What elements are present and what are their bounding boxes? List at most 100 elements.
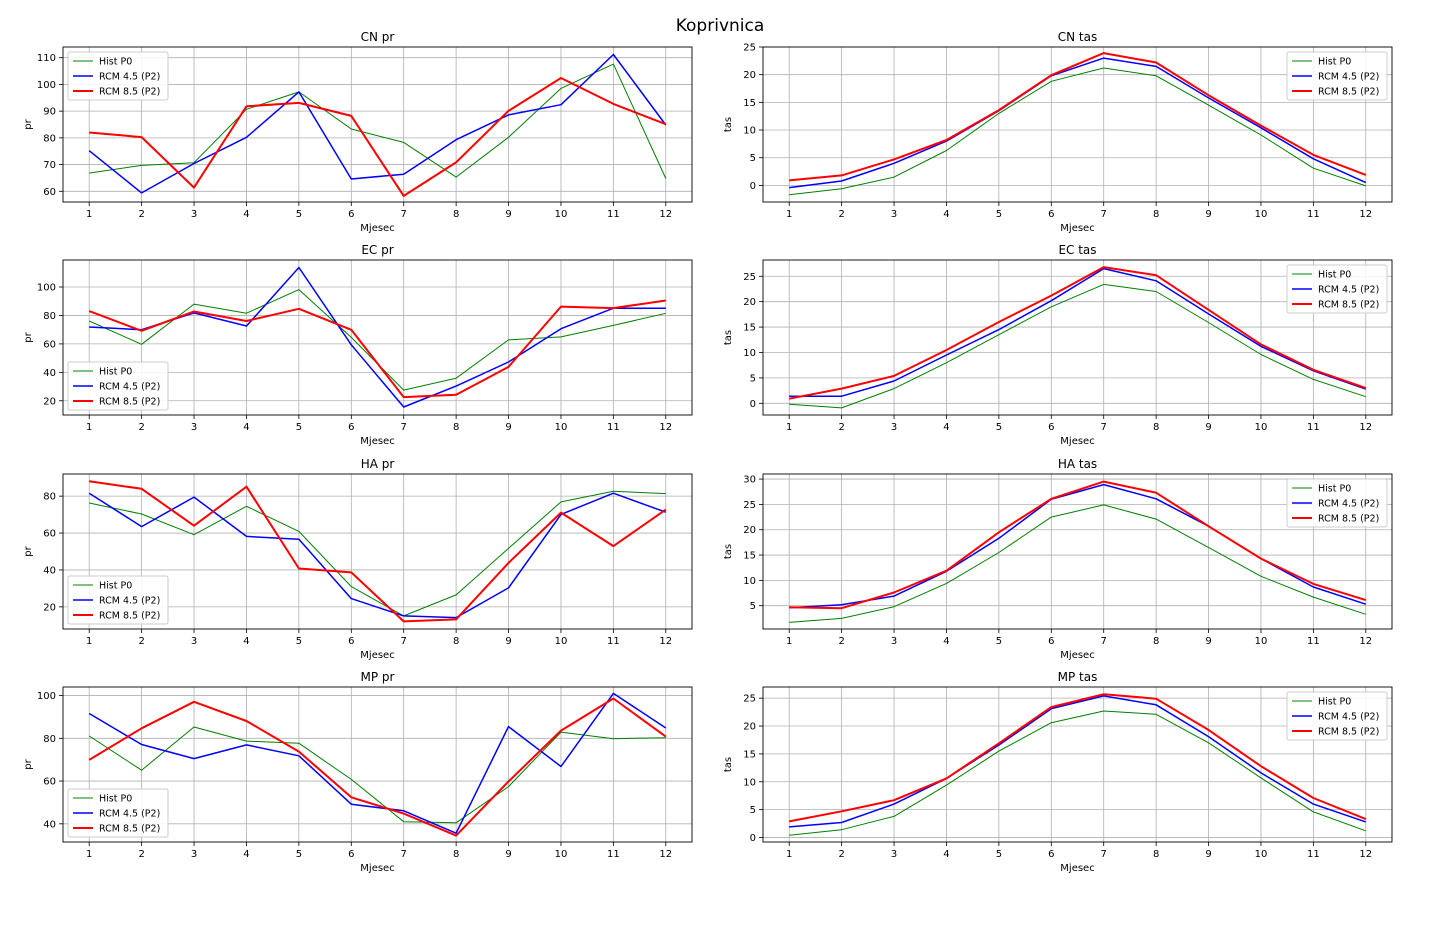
x-tick-label: 6 xyxy=(348,849,354,860)
y-tick-label: 60 xyxy=(43,339,56,350)
x-tick-label: 3 xyxy=(891,636,897,647)
series-line-hist-p0 xyxy=(89,490,666,617)
x-tick-label: 4 xyxy=(943,849,949,860)
x-axis-label: Mjesec xyxy=(360,223,394,234)
x-axis-label: Mjesec xyxy=(1060,436,1094,447)
legend: Hist P0 RCM 4.5 (P2) RCM 8.5 (P2) xyxy=(1286,478,1388,528)
y-tick-label: 15 xyxy=(743,551,756,562)
x-tick-label: 1 xyxy=(786,422,792,433)
series-line-rcm-8-5-p2 xyxy=(789,693,1367,823)
series-line-rcm-4-5-p2 xyxy=(88,692,667,834)
legend-entry: RCM 8.5 (P2) xyxy=(1318,87,1379,98)
y-tick-label: 20 xyxy=(43,602,56,613)
x-tick-label: 11 xyxy=(1307,422,1320,433)
y-tick-label: 20 xyxy=(743,722,756,733)
x-tick-label: 11 xyxy=(607,209,620,220)
x-tick-label: 1 xyxy=(86,636,92,647)
plot-frame xyxy=(762,259,1393,416)
y-tick-label: 100 xyxy=(37,283,56,294)
legend-entry: RCM 8.5 (P2) xyxy=(99,87,160,98)
series-line-hist-p0 xyxy=(89,63,667,179)
x-tick-label: 1 xyxy=(786,636,792,647)
x-tick-label: 2 xyxy=(138,849,144,860)
legend: Hist P0 RCM 4.5 (P2) RCM 8.5 (P2) xyxy=(67,575,169,625)
y-tick-label: 5 xyxy=(750,805,756,816)
legend: Hist P0 RCM 4.5 (P2) RCM 8.5 (P2) xyxy=(67,51,169,101)
x-tick-label: 4 xyxy=(943,636,949,647)
y-axis-label: tas xyxy=(723,117,734,132)
plot-frame xyxy=(62,686,693,843)
x-tick-label: 11 xyxy=(607,849,620,860)
y-tick-label: 100 xyxy=(37,80,56,91)
legend-box xyxy=(1286,478,1388,528)
legend-entry: Hist P0 xyxy=(1318,57,1351,68)
x-tick-label: 5 xyxy=(296,849,302,860)
series-line-hist-p0 xyxy=(789,710,1366,836)
x-tick-label: 5 xyxy=(996,636,1002,647)
legend-box xyxy=(67,788,169,838)
legend-box xyxy=(67,51,169,101)
figure-title: Koprivnica xyxy=(675,16,765,36)
legend-box xyxy=(67,575,169,625)
x-axis-label: Mjesec xyxy=(1060,223,1094,234)
y-tick-label: 70 xyxy=(43,160,56,171)
x-tick-label: 7 xyxy=(1101,422,1107,433)
y-tick-label: 90 xyxy=(43,107,56,118)
y-tick-label: 0 xyxy=(750,181,756,192)
x-tick-label: 4 xyxy=(243,849,249,860)
y-tick-label: 5 xyxy=(750,373,756,384)
x-tick-label: 5 xyxy=(296,422,302,433)
legend-entry: RCM 4.5 (P2) xyxy=(1318,72,1379,83)
x-tick-label: 11 xyxy=(607,636,620,647)
plot-frame xyxy=(762,686,1393,843)
x-axis-label: Mjesec xyxy=(1060,650,1094,661)
x-tick-label: 12 xyxy=(659,849,672,860)
x-tick-label: 10 xyxy=(1255,209,1268,220)
y-tick-label: 15 xyxy=(743,323,756,334)
subplot-title: MP tas xyxy=(1058,670,1098,684)
y-tick-label: 60 xyxy=(43,529,56,540)
y-tick-label: 20 xyxy=(743,297,756,308)
legend-entry: Hist P0 xyxy=(1318,697,1351,708)
x-tick-label: 8 xyxy=(453,849,459,860)
y-axis-label: pr xyxy=(23,758,34,769)
subplot-title: HA pr xyxy=(361,457,395,471)
x-axis-label: Mjesec xyxy=(360,436,394,447)
y-tick-label: 0 xyxy=(750,833,756,844)
x-tick-label: 8 xyxy=(1153,209,1159,220)
x-tick-label: 5 xyxy=(996,422,1002,433)
x-tick-label: 2 xyxy=(138,636,144,647)
x-tick-label: 12 xyxy=(659,422,672,433)
y-tick-label: 100 xyxy=(37,691,56,702)
x-tick-label: 1 xyxy=(86,849,92,860)
x-tick-label: 2 xyxy=(838,209,844,220)
legend-box xyxy=(1286,691,1388,741)
x-tick-label: 6 xyxy=(1048,849,1054,860)
x-tick-label: 11 xyxy=(607,422,620,433)
x-tick-label: 10 xyxy=(1255,422,1268,433)
x-tick-label: 3 xyxy=(191,422,197,433)
subplot-title: CN pr xyxy=(361,30,395,44)
plot-frame xyxy=(62,473,693,630)
series-line-hist-p0 xyxy=(789,67,1366,196)
x-tick-label: 4 xyxy=(243,636,249,647)
subplot-title: MP pr xyxy=(361,670,395,684)
series-line-rcm-4-5-p2 xyxy=(88,492,667,619)
x-tick-label: 4 xyxy=(943,422,949,433)
subplot-title: CN tas xyxy=(1058,30,1097,44)
legend-entry: RCM 8.5 (P2) xyxy=(99,611,160,622)
x-tick-label: 1 xyxy=(786,849,792,860)
x-tick-label: 3 xyxy=(191,209,197,220)
x-tick-label: 5 xyxy=(296,209,302,220)
x-tick-label: 7 xyxy=(1101,849,1107,860)
y-tick-label: 20 xyxy=(743,525,756,536)
y-tick-label: 20 xyxy=(43,396,56,407)
x-tick-label: 3 xyxy=(891,422,897,433)
y-tick-label: 40 xyxy=(43,368,56,379)
x-tick-label: 7 xyxy=(401,849,407,860)
